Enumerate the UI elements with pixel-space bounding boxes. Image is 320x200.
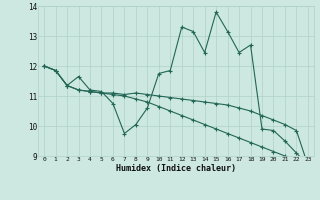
X-axis label: Humidex (Indice chaleur): Humidex (Indice chaleur) [116,164,236,173]
